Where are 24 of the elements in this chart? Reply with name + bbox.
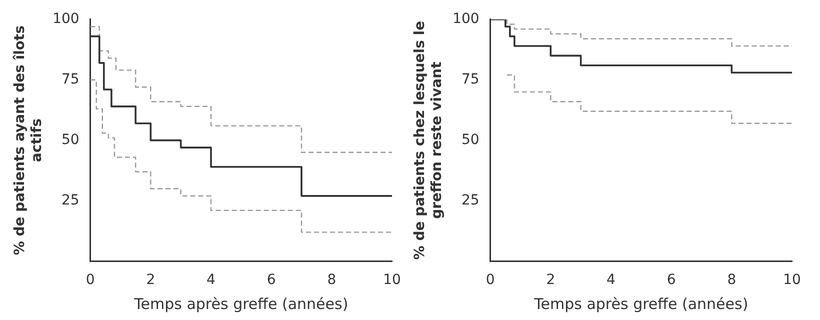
- y-tick-label: 75: [461, 71, 480, 88]
- x-tick-label: 6: [666, 272, 676, 288]
- x-tick-label: 4: [206, 272, 216, 288]
- x-axis-title: Temps après greffe (années): [533, 294, 748, 313]
- y-tick-label: 50: [61, 132, 80, 148]
- x-tick-label: 0: [86, 272, 95, 288]
- x-axis-title: Temps après greffe (années): [133, 294, 348, 313]
- y-tick-label: 25: [61, 192, 80, 208]
- y-tick-label: 25: [461, 192, 480, 208]
- y-tick-label: 100: [52, 11, 80, 28]
- x-tick-label: 6: [266, 272, 276, 288]
- y-axis-title: % de patients ayant des îlots actifs: [12, 25, 45, 256]
- x-tick-label: 8: [727, 272, 736, 288]
- x-tick-label: 4: [606, 272, 616, 288]
- x-tick-label: 10: [383, 272, 401, 288]
- x-tick-label: 0: [486, 272, 495, 288]
- x-tick-label: 8: [327, 272, 336, 288]
- y-tick-label: 50: [461, 132, 480, 148]
- y-axis-title: % de patients chez lesquels le greffon reste vivant: [412, 20, 445, 260]
- x-tick-label: 2: [546, 272, 556, 288]
- x-tick-label: 10: [783, 272, 801, 288]
- y-tick-label: 75: [61, 71, 80, 88]
- x-tick-label: 2: [146, 272, 156, 288]
- y-tick-label: 100: [452, 11, 480, 28]
